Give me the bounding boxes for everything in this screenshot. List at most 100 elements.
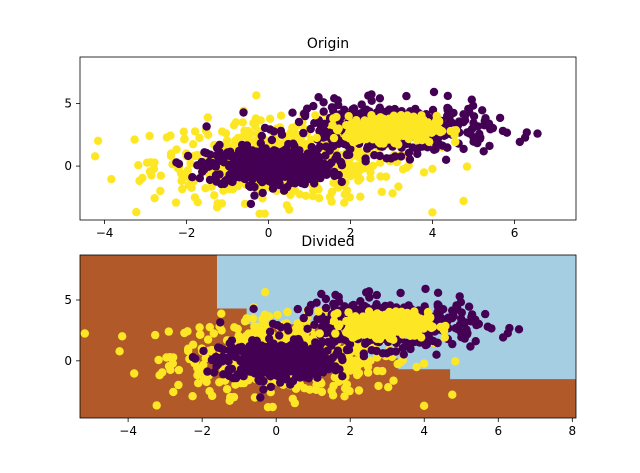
scatter-point (156, 186, 165, 196)
scatter-point (375, 94, 385, 103)
scatter-point (457, 308, 466, 317)
scatter-point (287, 177, 297, 186)
scatter-point (130, 135, 139, 144)
scatter-point (255, 209, 264, 218)
scatter-point (408, 338, 417, 347)
scatter-point (271, 146, 280, 156)
scatter-point (317, 289, 326, 299)
scatter-point (503, 329, 512, 338)
scatter-point (364, 91, 373, 100)
scatter-point (248, 146, 257, 155)
scatter-point (218, 352, 227, 362)
scatter-point (248, 171, 257, 180)
scatter-point (372, 353, 382, 362)
y-ticks-divided: 05 (64, 293, 80, 368)
scatter-point (345, 329, 354, 339)
scatter-point (451, 324, 460, 333)
scatter-point (155, 371, 164, 380)
scatter-point (246, 129, 256, 138)
scatter-point (399, 350, 408, 359)
scatter-point (215, 140, 224, 150)
scatter-point (142, 158, 152, 167)
scatter-point (498, 126, 508, 136)
scatter-point (407, 131, 416, 140)
scatter-point (385, 126, 394, 136)
scatter-point (283, 322, 292, 331)
scatter-point (372, 290, 381, 300)
scatter-point (188, 392, 197, 401)
scatter-point (282, 145, 291, 155)
scatter-point (405, 155, 415, 164)
scatter-point (319, 107, 328, 116)
scatter-point (183, 151, 193, 161)
scatter-point (211, 162, 221, 171)
chart-title-origin: Origin (307, 36, 349, 52)
scatter-point (329, 133, 339, 143)
scatter-point (422, 126, 431, 136)
scatter-point (396, 358, 405, 367)
scatter-point (219, 345, 228, 354)
scatter-point (162, 353, 171, 362)
scatter-point (196, 330, 205, 339)
scatter-point (281, 367, 291, 377)
scatter-point (308, 191, 318, 201)
scatter-point (258, 188, 267, 198)
scatter-point (154, 355, 163, 365)
scatter-point (309, 101, 318, 111)
scatter-point (333, 346, 343, 355)
scatter-point (337, 158, 346, 167)
scatter-point (304, 175, 313, 184)
scatter-point (310, 118, 319, 128)
scatter-point (433, 288, 443, 297)
scatter-point (331, 366, 340, 375)
scatter-point (107, 175, 116, 184)
scatter-point (183, 166, 192, 175)
scatter-point (363, 362, 373, 371)
scatter-point (342, 345, 352, 354)
scatter-point (229, 374, 238, 383)
scatter-point (340, 392, 349, 401)
scatter-point (295, 190, 304, 199)
scatter-point (217, 179, 226, 189)
scatter-point (366, 174, 375, 183)
axes-frame-origin (79, 56, 577, 221)
scatter-point (387, 330, 397, 339)
scatter-point (312, 133, 321, 143)
scatter-point (238, 118, 247, 127)
scatter-point (351, 312, 360, 321)
scatter-point (457, 333, 466, 342)
scatter-point (166, 149, 176, 158)
scatter-point (384, 383, 393, 392)
scatter-point (376, 113, 385, 122)
scatter-point (373, 318, 382, 327)
scatter-point (357, 100, 366, 109)
scatter-point (356, 192, 365, 201)
scatter-point (188, 140, 198, 149)
scatter-point (132, 207, 141, 217)
scatter-point (476, 133, 485, 142)
y-tick-label: 0 (64, 159, 72, 173)
scatter-point (454, 117, 464, 126)
scatter-point (115, 347, 124, 356)
x-ticks-origin: −4 −2 0 2 4 6 (96, 220, 518, 240)
scatter-point (446, 126, 455, 136)
scatter-point (423, 307, 433, 317)
scatter-point (334, 100, 343, 110)
scatter-point (265, 114, 275, 124)
scatter-point (267, 135, 277, 145)
scatter-point (345, 134, 354, 143)
scatter-point (195, 323, 204, 332)
scatter-point (396, 318, 406, 328)
scatter-point (285, 205, 294, 214)
scatter-point (294, 352, 303, 361)
scatter-point (257, 341, 266, 350)
scatter-point (327, 386, 336, 395)
scatter-point (202, 377, 211, 387)
scatter-point (402, 91, 411, 101)
scatter-point (169, 387, 178, 397)
scatter-point (268, 184, 278, 193)
x-tick-label: −4 (119, 424, 137, 438)
x-tick-label: 0 (272, 424, 280, 438)
scatter-point (451, 137, 460, 147)
scatter-point (215, 170, 224, 179)
